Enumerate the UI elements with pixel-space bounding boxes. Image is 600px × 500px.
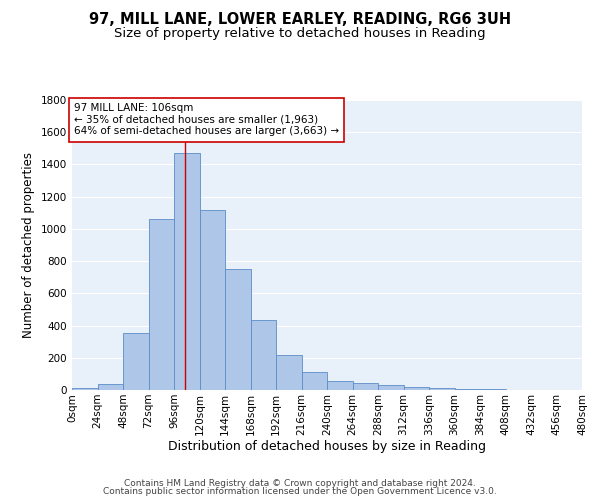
Bar: [276, 354, 302, 390]
Text: 97 MILL LANE: 106sqm
← 35% of detached houses are smaller (1,963)
64% of semi-de: 97 MILL LANE: 106sqm ← 35% of detached h…: [74, 103, 339, 136]
Bar: [72, 388, 97, 390]
Bar: [123, 333, 149, 390]
Bar: [302, 372, 327, 390]
Bar: [149, 219, 174, 390]
Bar: [327, 381, 353, 390]
Text: Contains public sector information licensed under the Open Government Licence v3: Contains public sector information licen…: [103, 488, 497, 496]
Bar: [225, 269, 251, 390]
Bar: [199, 210, 225, 390]
X-axis label: Distribution of detached houses by size in Reading: Distribution of detached houses by size …: [168, 440, 486, 454]
Y-axis label: Number of detached properties: Number of detached properties: [22, 152, 35, 338]
Text: Size of property relative to detached houses in Reading: Size of property relative to detached ho…: [114, 28, 486, 40]
Text: 97, MILL LANE, LOWER EARLEY, READING, RG6 3UH: 97, MILL LANE, LOWER EARLEY, READING, RG…: [89, 12, 511, 28]
Bar: [404, 388, 429, 390]
Bar: [378, 385, 404, 390]
Bar: [97, 384, 123, 390]
Text: Contains HM Land Registry data © Crown copyright and database right 2024.: Contains HM Land Registry data © Crown c…: [124, 478, 476, 488]
Bar: [429, 388, 455, 390]
Bar: [455, 389, 480, 390]
Bar: [174, 153, 199, 390]
Bar: [353, 383, 378, 390]
Bar: [251, 320, 276, 390]
